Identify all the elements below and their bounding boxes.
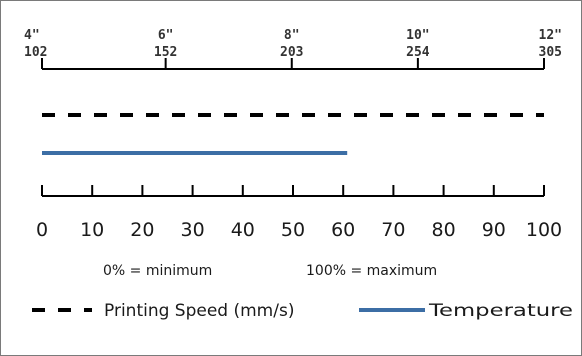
note-minimum: 0% = minimum	[103, 263, 212, 279]
bottom-tick-label: 0	[36, 219, 48, 241]
top-tick-label-inches: 4"	[24, 28, 40, 43]
top-tick-label-inches: 8"	[284, 28, 300, 43]
bottom-tick-label: 30	[181, 219, 205, 241]
bottom-tick-label: 80	[432, 219, 456, 241]
bottom-tick-label: 100	[526, 219, 562, 241]
legend-label-temperature: Temperature	[428, 301, 573, 321]
bottom-tick-label: 90	[482, 219, 506, 241]
top-tick-label-inches: 10"	[406, 28, 429, 43]
note-maximum: 100% = maximum	[306, 263, 437, 279]
legend-label-printing-speed: Printing Speed (mm/s)	[104, 301, 294, 321]
top-tick-label-inches: 12"	[539, 28, 562, 43]
top-tick-label-mm: 203	[280, 45, 303, 60]
top-tick-label-mm: 254	[406, 45, 430, 60]
bottom-tick-label: 50	[281, 219, 305, 241]
top-tick-label-mm: 102	[24, 45, 47, 60]
top-tick-label-mm: 152	[154, 45, 177, 60]
bottom-tick-label: 10	[80, 219, 104, 241]
bottom-tick-label: 60	[331, 219, 355, 241]
top-tick-label-inches: 6"	[158, 28, 174, 43]
bottom-tick-label: 40	[231, 219, 255, 241]
bottom-tick-label: 70	[381, 219, 405, 241]
bottom-tick-label: 20	[130, 219, 154, 241]
top-tick-label-mm: 305	[539, 45, 562, 60]
